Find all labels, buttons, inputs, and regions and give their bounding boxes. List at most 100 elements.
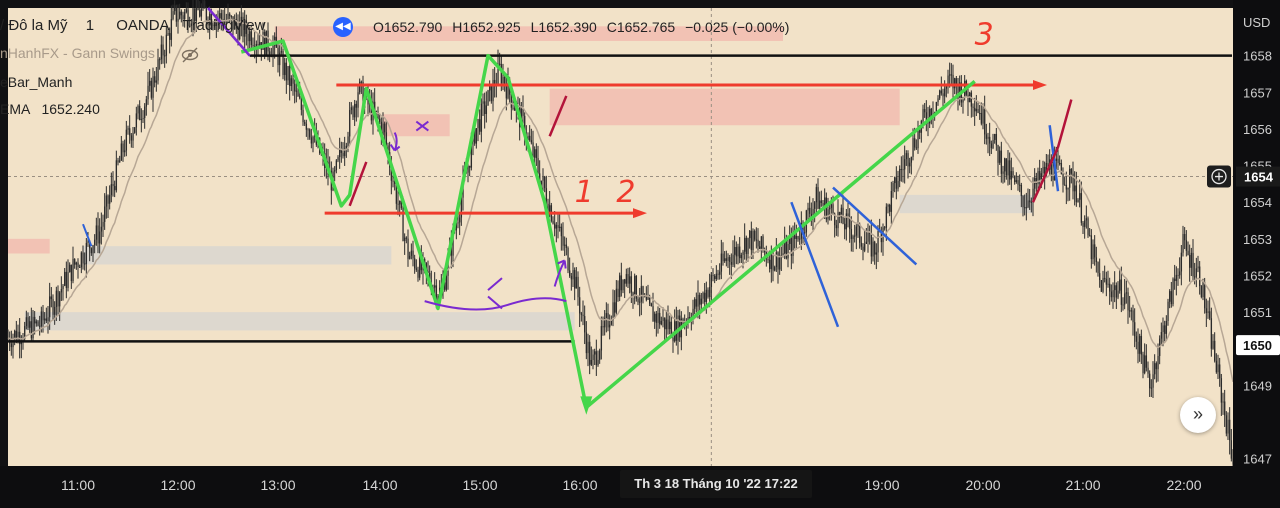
candle-body bbox=[1207, 311, 1209, 313]
candle-body bbox=[979, 112, 981, 114]
zone-top-resistance bbox=[274, 26, 783, 41]
candle-body bbox=[1027, 200, 1029, 208]
candle-body bbox=[504, 76, 506, 86]
chevron-double-right-icon[interactable]: » bbox=[1180, 397, 1216, 433]
time-tick: 22:00 bbox=[1166, 477, 1201, 493]
candle-body bbox=[854, 235, 856, 237]
candle-body bbox=[847, 213, 849, 217]
candle-body bbox=[290, 78, 293, 87]
candle-body bbox=[64, 271, 66, 286]
candle-body bbox=[902, 169, 904, 171]
candle-body bbox=[1190, 252, 1193, 268]
candle-body bbox=[792, 233, 794, 256]
rewind-icon[interactable]: ◀◀ bbox=[333, 17, 353, 37]
candle-body bbox=[417, 269, 419, 278]
indicator-bar[interactable]: eBar_Manh bbox=[0, 74, 73, 90]
candle-body bbox=[334, 170, 336, 172]
candle-body bbox=[630, 276, 633, 293]
candle-body bbox=[944, 88, 946, 97]
candle-body bbox=[644, 295, 646, 297]
candle-body bbox=[190, 23, 193, 26]
candle-body bbox=[894, 177, 896, 184]
annotation-1: 1 bbox=[575, 175, 594, 210]
candle-body bbox=[892, 183, 894, 192]
candle-body bbox=[559, 226, 561, 228]
candle-body bbox=[47, 317, 49, 322]
candle-body bbox=[609, 324, 611, 328]
candle-body bbox=[982, 108, 984, 124]
candle-body bbox=[1087, 218, 1089, 236]
legend-symbol-row[interactable]: / Đô la Mỹ 1 OANDA TradingView bbox=[0, 17, 265, 34]
candle-body bbox=[370, 100, 373, 121]
eye-off-icon[interactable] bbox=[181, 46, 199, 64]
candle-body bbox=[844, 223, 846, 230]
candle-body bbox=[162, 44, 164, 56]
candle-body bbox=[709, 287, 711, 297]
candle-body bbox=[937, 98, 939, 103]
symbol-name: / Đô la Mỹ bbox=[0, 17, 68, 34]
candle-body bbox=[772, 250, 774, 271]
candle-body bbox=[569, 270, 571, 276]
red-arrow-top bbox=[336, 79, 1047, 90]
red-arrow-mid bbox=[324, 208, 647, 219]
candle-body bbox=[80, 252, 83, 268]
candle-body bbox=[1107, 283, 1109, 285]
candle-body bbox=[375, 110, 378, 112]
candle-body bbox=[29, 321, 31, 328]
candle-body bbox=[534, 149, 536, 158]
candle-body bbox=[1134, 322, 1136, 337]
candle-body bbox=[157, 59, 159, 81]
candle-body bbox=[590, 359, 593, 365]
price-tick: 1651 bbox=[1243, 305, 1272, 320]
candle-body bbox=[40, 311, 43, 327]
candle-body bbox=[362, 81, 364, 108]
candle-body bbox=[1124, 293, 1126, 305]
candle-body bbox=[182, 15, 184, 20]
candle-body bbox=[1157, 356, 1159, 370]
candle-body bbox=[174, 5, 176, 12]
plus-circle-icon[interactable] bbox=[1207, 165, 1231, 188]
candle-body bbox=[234, 19, 236, 30]
candle-body bbox=[610, 319, 613, 325]
candle-body bbox=[475, 128, 478, 144]
candle-body bbox=[1012, 171, 1014, 176]
candle-body bbox=[167, 33, 169, 35]
candle-body bbox=[524, 115, 526, 139]
candle-body bbox=[947, 75, 949, 86]
candle-body bbox=[452, 229, 454, 256]
candle-body bbox=[419, 255, 421, 278]
indicator-gann[interactable]: nHanhFX - Gann Swings bbox=[0, 45, 155, 61]
red-swing-line-1 bbox=[348, 161, 368, 207]
candle-body bbox=[874, 241, 876, 255]
candle-body bbox=[499, 63, 501, 65]
candle-body bbox=[230, 16, 233, 18]
candle-body bbox=[59, 292, 61, 307]
candle-body bbox=[605, 313, 608, 319]
time-axis-bg bbox=[0, 466, 1233, 508]
candle-body bbox=[665, 319, 668, 330]
candle-body bbox=[384, 123, 386, 133]
candle-body bbox=[390, 167, 393, 181]
candle-body bbox=[1112, 290, 1114, 298]
candle-body bbox=[35, 321, 38, 324]
candle-body bbox=[197, 0, 199, 11]
candle-body bbox=[172, 11, 174, 20]
candle-body bbox=[395, 183, 398, 204]
zigzag-arrow-tip bbox=[580, 396, 593, 415]
candle-body bbox=[804, 232, 806, 234]
candle-body bbox=[345, 145, 348, 149]
zone-gray-right bbox=[899, 194, 1033, 214]
candle-body bbox=[557, 225, 559, 228]
candle-body bbox=[692, 308, 694, 321]
candle-body bbox=[402, 208, 404, 242]
candle-body bbox=[179, 11, 181, 19]
candle-body bbox=[549, 205, 551, 214]
candle-body bbox=[1147, 367, 1149, 374]
candle-body bbox=[272, 45, 274, 57]
candle-body bbox=[199, 10, 201, 17]
indicator-ema[interactable]: EMA 1652.240 bbox=[0, 101, 100, 117]
candle-body bbox=[335, 160, 338, 171]
candle-body bbox=[657, 312, 659, 323]
candle-body bbox=[44, 318, 46, 321]
